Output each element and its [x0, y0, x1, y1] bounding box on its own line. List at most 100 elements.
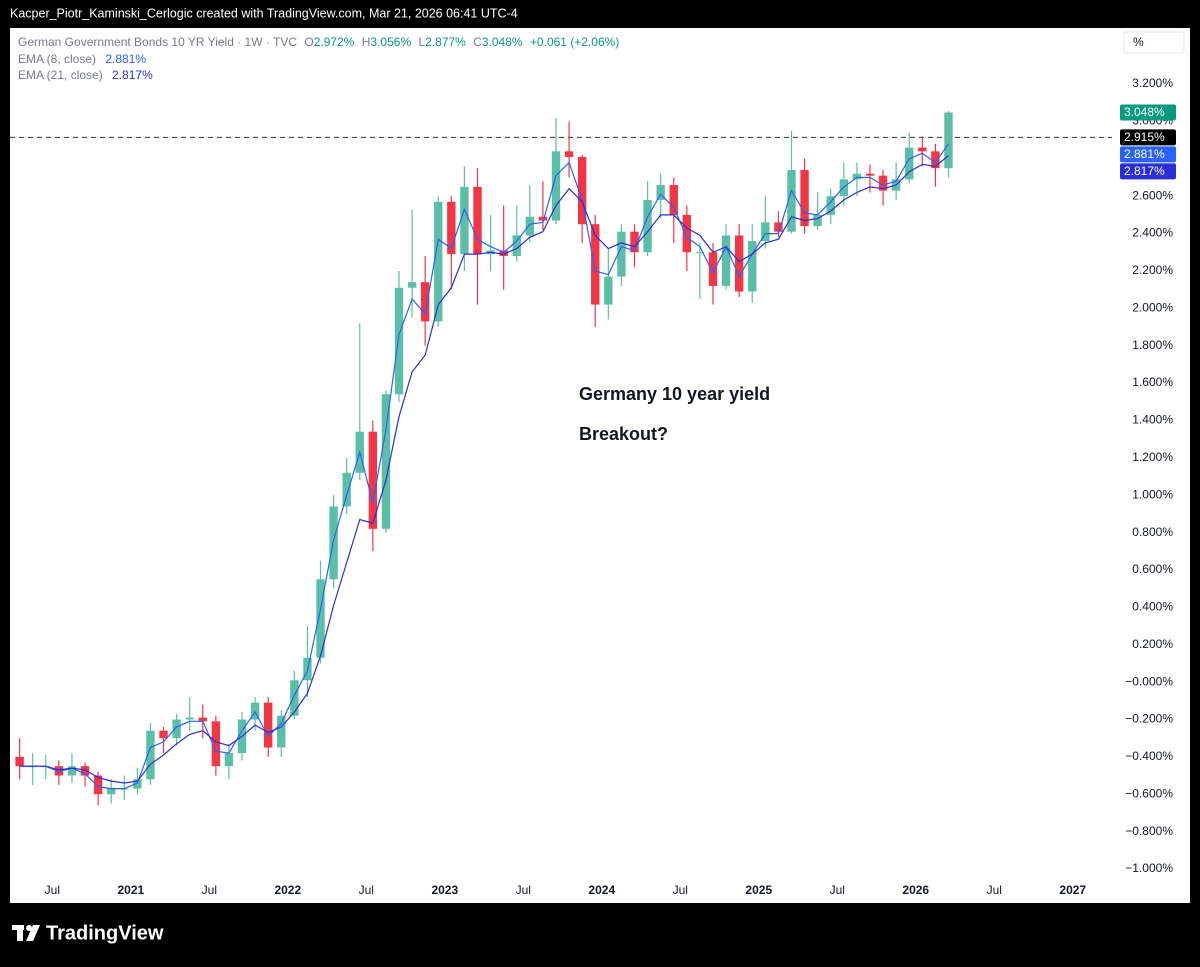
- x-tick-label: Jul: [359, 883, 374, 897]
- x-tick-label: Jul: [45, 883, 60, 897]
- x-tick-label: 2023: [431, 883, 458, 897]
- unit-label[interactable]: %: [1133, 35, 1144, 49]
- price-tag: [1120, 129, 1176, 146]
- ohlc-value: 3.056%: [370, 35, 411, 49]
- candle-body: [460, 186, 469, 255]
- x-tick-label: Jul: [202, 883, 217, 897]
- candle-body: [159, 730, 168, 739]
- price-tag: [1120, 104, 1176, 121]
- candle-body: [15, 756, 24, 767]
- legend-line: German Government Bonds 10 YR Yield · 1W…: [18, 35, 619, 49]
- candle-body: [93, 775, 103, 795]
- x-tick-label: Jul: [673, 883, 688, 897]
- candle-body: [721, 235, 731, 286]
- x-tick-label: 2021: [117, 883, 144, 897]
- candle-body: [54, 766, 64, 776]
- annotation: Breakout?: [579, 424, 668, 444]
- candle-body: [682, 214, 692, 253]
- candle-body: [813, 214, 822, 227]
- symbol-title: German Government Bonds 10 YR Yield · 1W…: [18, 35, 297, 49]
- candle-body: [604, 276, 613, 305]
- ohlc-key: H: [362, 35, 371, 49]
- price-tag: [1120, 163, 1176, 180]
- x-tick-label: Jul: [987, 883, 1002, 897]
- candle-body: [708, 252, 718, 286]
- candle-body: [591, 224, 600, 305]
- logo-dot: [26, 925, 32, 931]
- candle-body: [643, 199, 652, 253]
- candle-body: [407, 282, 417, 288]
- candle-body: [264, 702, 273, 748]
- price-tag-label: 3.048%: [1124, 105, 1165, 119]
- candle-body: [695, 252, 705, 254]
- candle-body: [224, 753, 234, 767]
- candle-body: [80, 766, 90, 776]
- price-tag-label: 2.881%: [1124, 147, 1165, 161]
- y-tick-label: 0.400%: [1132, 600, 1173, 614]
- candle-body: [473, 186, 482, 255]
- y-tick-label: −0.000%: [1125, 674, 1173, 688]
- x-tick-label: Jul: [830, 883, 845, 897]
- candle-body: [551, 151, 561, 221]
- y-tick-label: 1.000%: [1132, 487, 1173, 501]
- ohlc-value: 2.972%: [314, 35, 355, 49]
- ohlc-change: +0.061 (+2.06%): [530, 35, 619, 49]
- y-tick-label: −0.600%: [1125, 786, 1173, 800]
- candle-body: [342, 472, 351, 507]
- ema-line: [19, 155, 949, 784]
- candle-body: [277, 715, 286, 748]
- candle-body: [447, 201, 456, 255]
- y-tick-label: 0.600%: [1132, 562, 1173, 576]
- candle-body: [381, 394, 391, 529]
- x-tick-label: 2024: [588, 883, 615, 897]
- candle-body: [918, 147, 927, 152]
- brand-logo: [12, 925, 40, 941]
- candle-body: [146, 730, 155, 780]
- candle-body: [734, 235, 744, 292]
- x-tick-label: 2027: [1059, 883, 1086, 897]
- ohlc-value: 2.877%: [425, 35, 466, 49]
- candle-body: [211, 721, 221, 767]
- candle-body: [630, 231, 639, 253]
- logo-slash: [26, 925, 40, 941]
- legend-value: 2.817%: [112, 68, 153, 82]
- y-tick-label: 3.200%: [1132, 76, 1173, 90]
- y-tick-label: 0.800%: [1132, 525, 1173, 539]
- annotation: Germany 10 year yield: [579, 384, 770, 404]
- y-tick-label: −0.400%: [1125, 749, 1173, 763]
- legend-value: 2.881%: [105, 52, 146, 66]
- candle-body: [656, 184, 665, 200]
- candle-body: [669, 184, 678, 215]
- legend-entry: EMA (8, close): [18, 52, 96, 66]
- candle-body: [564, 151, 574, 157]
- x-tick-label: Jul: [516, 883, 531, 897]
- candle-body: [107, 788, 116, 795]
- y-tick-label: 2.200%: [1132, 263, 1173, 277]
- candle-body: [865, 173, 875, 176]
- ohlc-key: C: [473, 35, 482, 49]
- y-tick-label: −1.000%: [1125, 861, 1173, 875]
- y-tick-label: −0.800%: [1125, 824, 1173, 838]
- candle-body: [316, 579, 325, 658]
- x-tick-label: 2022: [274, 883, 301, 897]
- y-tick-label: 0.200%: [1132, 637, 1173, 651]
- candle-body: [774, 222, 783, 232]
- candle-body: [198, 717, 207, 722]
- legend-line: EMA (21, close) 2.817%: [18, 68, 153, 82]
- logo-stem: [17, 925, 23, 941]
- unit-button[interactable]: [1123, 31, 1185, 54]
- y-tick-label: 1.600%: [1132, 375, 1173, 389]
- candle-body: [800, 170, 809, 227]
- candle-body: [394, 287, 404, 395]
- plot-area: [10, 110, 1112, 806]
- y-tick-label: 2.000%: [1132, 300, 1173, 314]
- price-tag-label: 2.817%: [1124, 164, 1165, 178]
- candle-body: [420, 282, 430, 322]
- x-tick-label: 2025: [745, 883, 772, 897]
- candle-body: [525, 216, 535, 236]
- y-tick-label: 2.400%: [1132, 226, 1173, 240]
- y-tick-label: 1.400%: [1132, 413, 1173, 427]
- chart-panel: [10, 28, 1190, 903]
